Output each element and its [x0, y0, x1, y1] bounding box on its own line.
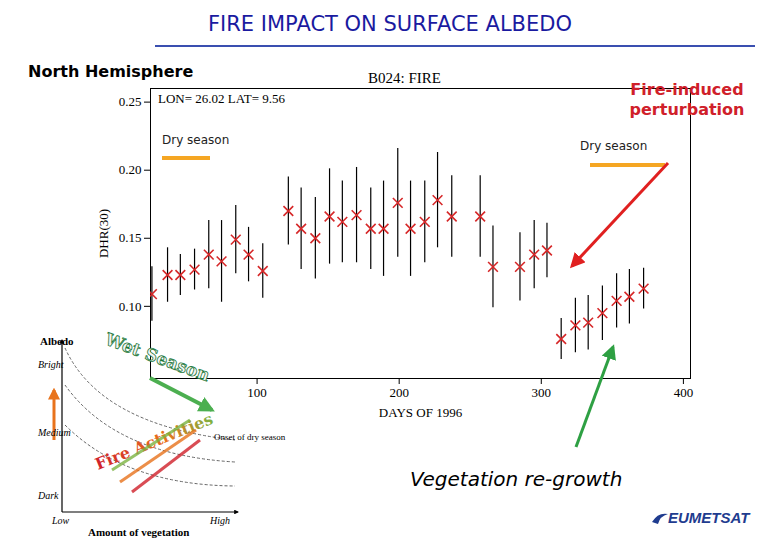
svg-text:0.15: 0.15 — [119, 230, 142, 245]
svg-text:Fire Activities: Fire Activities — [92, 409, 215, 474]
svg-text:High: High — [209, 515, 230, 526]
html-text:LON= 26.02 LAT= 9.56: LON= 26.02 LAT= 9.56 — [158, 91, 285, 106]
svg-text:Medium: Medium — [37, 427, 71, 438]
svg-text:Wet Season: Wet Season — [102, 329, 213, 386]
svg-text:Bright: Bright — [38, 359, 64, 370]
svg-text:Onset of dry season: Onset of dry season — [214, 432, 286, 442]
html-text:B024: FIRE: B024: FIRE — [368, 70, 441, 86]
svg-text:Amount of vegetation: Amount of vegetation — [88, 526, 189, 538]
html-text:Dry season: Dry season — [162, 133, 230, 147]
html-text:FIRE IMPACT ON SURFACE ALBEDO: FIRE IMPACT ON SURFACE ALBEDO — [208, 12, 572, 36]
svg-text:100: 100 — [247, 385, 267, 400]
svg-text:0.10: 0.10 — [119, 299, 142, 314]
svg-text:0.25: 0.25 — [119, 94, 142, 109]
svg-text:200: 200 — [389, 385, 409, 400]
svg-text:Dark: Dark — [37, 490, 59, 501]
html-text:Fire-induced perturbation: Fire-induced perturbation — [629, 80, 745, 119]
svg-text:300: 300 — [532, 385, 552, 400]
svg-text:Albedo: Albedo — [40, 335, 74, 347]
svg-text:0.20: 0.20 — [119, 162, 142, 177]
html-text:North Hemisphere: North Hemisphere — [28, 62, 194, 81]
html-text:Vegetation re-growth: Vegetation re-growth — [410, 467, 623, 491]
svg-text:400: 400 — [674, 385, 694, 400]
html-text:Dry season: Dry season — [580, 139, 648, 153]
svg-text:Low: Low — [51, 515, 70, 526]
svg-text:DAYS OF 1996: DAYS OF 1996 — [379, 405, 463, 420]
html-text:EUMETSAT: EUMETSAT — [668, 509, 750, 526]
svg-text:DHR(30): DHR(30) — [96, 209, 111, 258]
